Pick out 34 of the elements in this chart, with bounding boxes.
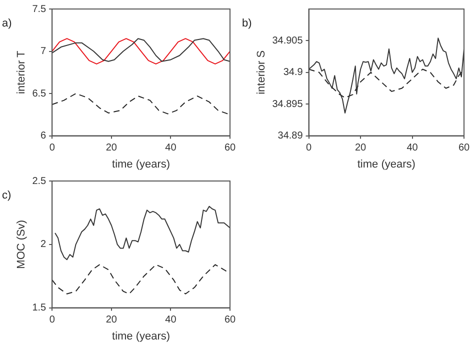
y-tick-label: 7.5 xyxy=(32,4,47,15)
y-tick-label: 34.905 xyxy=(272,35,304,46)
x-tick-label: 20 xyxy=(354,142,367,154)
line-series xyxy=(308,68,464,98)
x-tick-label: 0 xyxy=(49,314,56,326)
x-tick-label: 0 xyxy=(49,142,56,154)
x-tick-label: 60 xyxy=(458,142,470,154)
y-axis-title: interior S xyxy=(256,50,268,94)
y-tick-label: 34.895 xyxy=(272,98,304,110)
text: b) xyxy=(242,18,252,30)
y-tick-label: 6.5 xyxy=(32,88,47,100)
y-tick-label: 34.89 xyxy=(278,130,304,142)
y-axis-title: MOC (Sv) xyxy=(16,220,28,269)
x-tick-label: 20 xyxy=(106,314,118,326)
x-axis-title: time (years) xyxy=(357,158,416,170)
y-tick-label: 34.9 xyxy=(283,67,304,78)
y-tick-label: 2.5 xyxy=(32,176,47,187)
text: a) xyxy=(2,18,12,30)
line-series xyxy=(52,93,230,116)
y-tick-label: 1.5 xyxy=(32,302,47,314)
x-tick-label: 0 xyxy=(306,142,312,154)
y-tick-label: 7 xyxy=(40,46,47,58)
x-tick-label: 60 xyxy=(224,314,236,326)
x-tick-label: 60 xyxy=(224,142,236,154)
x-tick-label: 40 xyxy=(165,314,177,326)
x-axis-title: time (years) xyxy=(112,158,170,170)
x-axis-title: time (years) xyxy=(112,330,170,342)
x-tick-label: 40 xyxy=(406,142,418,154)
y-axis-title: interior T xyxy=(16,50,28,94)
x-tick-label: 20 xyxy=(106,142,118,154)
y-tick-label: 2 xyxy=(40,239,47,250)
y-tick-label: 6 xyxy=(40,130,47,142)
x-tick-label: 40 xyxy=(165,142,177,154)
text: c) xyxy=(2,190,12,202)
